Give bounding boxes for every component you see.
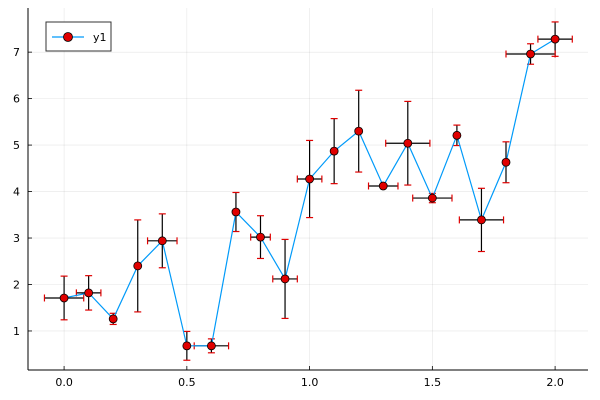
x-tick-label: 0.0 — [55, 376, 73, 389]
x-tick-label: 2.0 — [546, 376, 564, 389]
data-point — [354, 126, 364, 136]
data-point — [378, 181, 388, 191]
x-tick-label: 1.5 — [424, 376, 442, 389]
data-point — [206, 341, 216, 351]
data-point — [403, 138, 413, 148]
x-tick-label: 1.0 — [301, 376, 319, 389]
legend: y1 — [45, 21, 112, 52]
legend-marker — [63, 32, 73, 42]
tick-labels: 0.0 0.5 1.0 1.5 2.0 1 2 3 4 5 6 7 — [13, 46, 564, 389]
data-point — [231, 207, 241, 217]
data-point — [427, 193, 437, 203]
legend-label: y1 — [93, 31, 107, 44]
data-point — [452, 130, 462, 140]
y-tick-label: 5 — [13, 139, 20, 152]
grid — [28, 8, 588, 370]
data-point — [108, 314, 118, 324]
y-tick-label: 3 — [13, 232, 20, 245]
data-point — [256, 232, 265, 242]
data-point — [550, 34, 560, 44]
data-point — [477, 215, 486, 225]
data-point — [157, 236, 167, 246]
data-point — [501, 157, 511, 167]
data-point — [59, 293, 69, 303]
data-point — [305, 174, 314, 184]
y-tick-label: 1 — [13, 325, 20, 338]
data-point — [84, 288, 94, 298]
x-tick-label: 0.5 — [178, 376, 196, 389]
axes — [27, 8, 588, 371]
data-point — [133, 261, 143, 271]
data-point — [280, 274, 290, 284]
y-tick-label: 2 — [13, 278, 20, 291]
series-y1 — [43, 21, 573, 361]
data-point — [526, 49, 535, 59]
y-tick-label: 6 — [13, 93, 20, 106]
y-tick-label: 4 — [13, 186, 20, 199]
data-point — [182, 341, 192, 351]
y-tick-label: 7 — [13, 46, 20, 59]
data-point — [329, 146, 339, 156]
